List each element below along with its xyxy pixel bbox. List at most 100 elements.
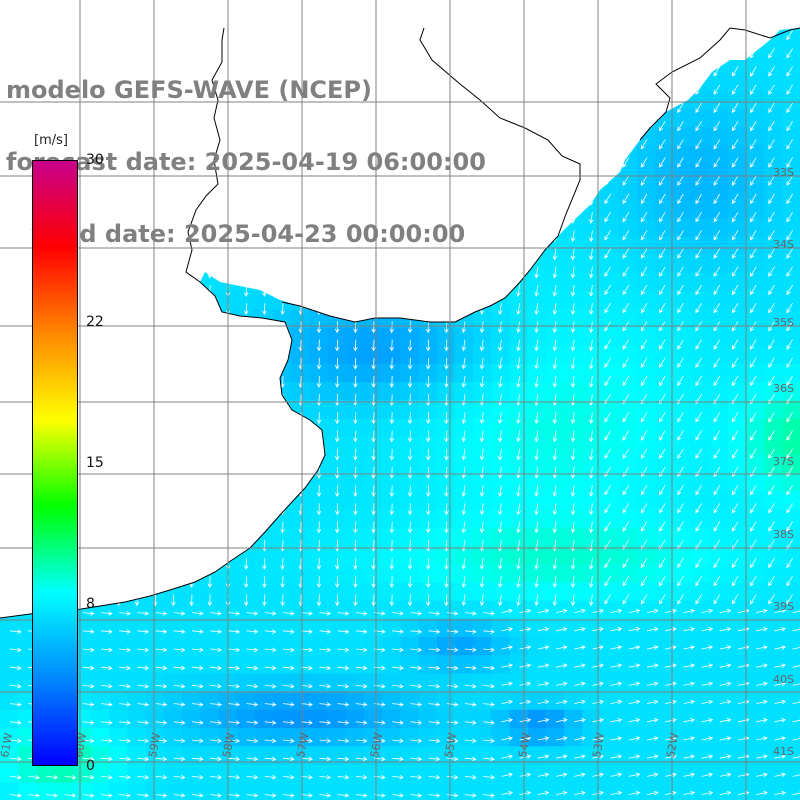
wind-speed-cell (600, 400, 620, 420)
wind-speed-cell (746, 673, 765, 693)
wind-speed-cell (673, 546, 693, 565)
wind-speed-cell (673, 345, 693, 365)
wind-speed-cell (709, 127, 729, 147)
wind-speed-cell (764, 436, 784, 456)
wind-arrow (719, 627, 732, 632)
wind-arrow (353, 375, 358, 388)
wind-arrow (353, 557, 358, 570)
wind-speed-cell (473, 455, 492, 474)
wind-speed-cell (309, 491, 329, 511)
wind-arrow (407, 375, 413, 388)
wind-speed-cell (728, 273, 747, 292)
wind-arrow (786, 521, 793, 532)
wind-speed-cell (709, 691, 729, 711)
wind-speed-cell (746, 527, 765, 547)
wind-speed-cell (546, 273, 565, 292)
wind-speed-cell (746, 91, 765, 110)
wind-speed-cell (236, 291, 256, 310)
wind-arrow (210, 629, 222, 634)
wind-speed-cell (382, 782, 401, 800)
wind-arrow (173, 629, 186, 634)
wind-speed-cell (309, 473, 329, 492)
wind-arrow (713, 193, 721, 205)
wind-speed-cell (418, 691, 438, 711)
wind-arrow (786, 594, 793, 605)
wind-arrow (389, 339, 395, 352)
wind-arrow (479, 430, 485, 443)
wind-speed-cell (109, 782, 128, 800)
wind-speed-cell (163, 728, 183, 747)
wind-speed-cell (546, 691, 565, 711)
wind-arrow (713, 448, 721, 459)
wind-speed-cell (655, 436, 674, 456)
wind-speed-cell (564, 291, 583, 310)
wind-speed-cell (709, 618, 729, 638)
wind-speed-cell (309, 655, 329, 674)
wind-arrow (446, 611, 459, 616)
wind-arrow (768, 48, 775, 59)
wind-arrow (282, 647, 295, 653)
wind-arrow (479, 503, 485, 516)
wind-speed-cell (418, 345, 438, 365)
wind-arrow (768, 230, 775, 241)
wind-speed-cell (163, 782, 183, 800)
wind-speed-cell (400, 764, 420, 784)
wind-speed-cell (782, 637, 800, 656)
wind-speed-cell (436, 527, 456, 547)
wind-speed-cell (673, 182, 693, 201)
wind-speed-cell (455, 673, 474, 693)
wind-speed-cell (637, 673, 656, 693)
wind-speed-cell (236, 728, 256, 747)
wind-speed-cell (327, 364, 347, 383)
wind-arrow (389, 485, 395, 498)
wind-speed-cell (709, 637, 729, 656)
wind-speed-cell (782, 163, 800, 183)
wind-speed-cell (436, 728, 456, 747)
wind-speed-cell (436, 455, 456, 474)
wind-speed-cell (746, 54, 765, 74)
wind-speed-cell (600, 709, 620, 729)
wind-speed-cell (345, 436, 365, 456)
wind-speed-cell (291, 546, 310, 565)
wind-speed-cell (655, 309, 674, 329)
wind-arrow (516, 339, 521, 352)
wind-speed-cell (364, 364, 383, 383)
wind-speed-cell (618, 273, 638, 292)
wind-arrow (640, 375, 648, 387)
wind-speed-cell (382, 564, 401, 583)
wind-speed-cell (382, 546, 401, 565)
wind-speed-cell (582, 746, 602, 765)
wind-arrow (589, 485, 594, 497)
wind-speed-cell (728, 218, 747, 238)
wind-arrow (461, 394, 467, 406)
wind-arrow (677, 120, 684, 132)
wind-speed-cell (145, 673, 165, 693)
wind-arrow (461, 521, 467, 534)
wind-speed-cell (764, 473, 784, 492)
wind-speed-cell (273, 600, 292, 620)
wind-arrow (604, 503, 611, 514)
wind-speed-cell (637, 236, 656, 256)
wind-speed-cell (600, 382, 620, 401)
wind-arrow (410, 629, 423, 634)
wind-speed-cell (746, 600, 765, 620)
wind-arrow (750, 448, 757, 459)
wind-speed-cell (637, 564, 656, 583)
wind-speed-cell (327, 473, 347, 492)
wind-arrow (262, 303, 267, 316)
wind-speed-cell (0, 782, 19, 800)
wind-arrow (461, 412, 467, 425)
wind-arrow (461, 485, 467, 497)
wind-speed-cell (582, 691, 602, 711)
wind-arrow (677, 339, 684, 350)
wind-speed-cell (291, 709, 310, 729)
wind-arrow (501, 645, 514, 650)
wind-speed-cell (254, 691, 274, 711)
wind-speed-cell (364, 436, 383, 456)
wind-arrow (516, 357, 521, 370)
wind-speed-cell (418, 436, 438, 456)
wind-arrow (768, 375, 775, 387)
wind-speed-cell (564, 691, 583, 711)
wind-arrow (677, 193, 684, 205)
wind-arrow (695, 211, 702, 223)
